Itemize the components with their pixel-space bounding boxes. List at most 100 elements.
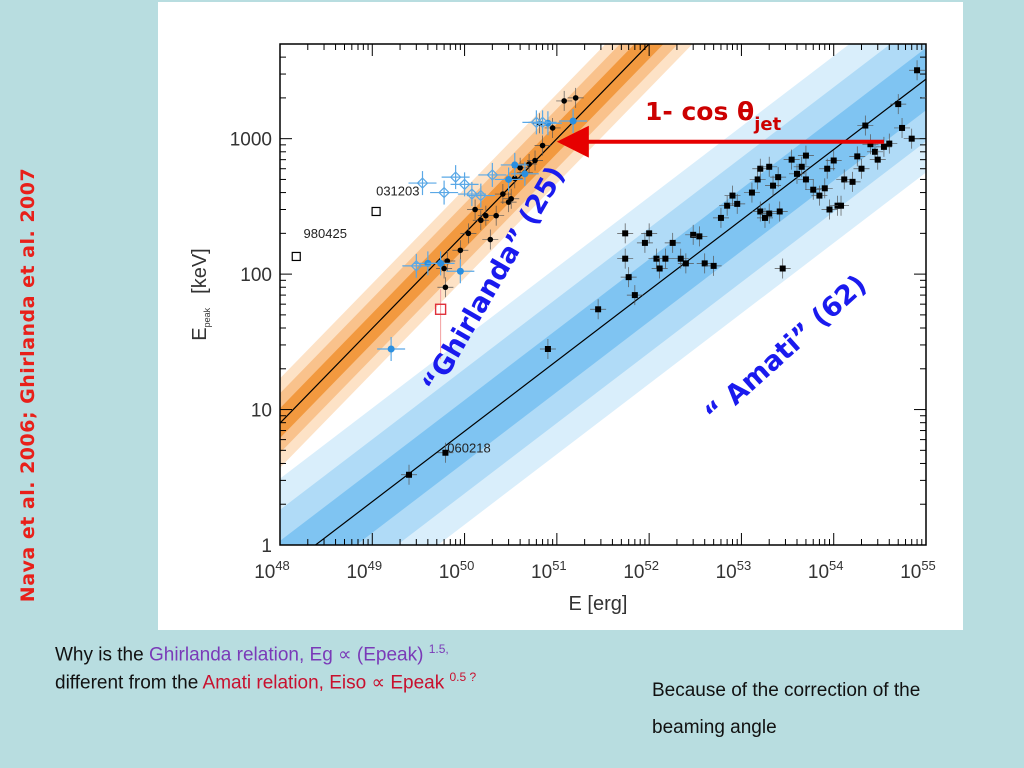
- amati-point: [927, 95, 933, 101]
- amati-point: [880, 143, 887, 150]
- upper-limit-point: [486, 169, 499, 181]
- grb-label-060218: 060218: [447, 441, 490, 456]
- ghirlanda-point: [444, 258, 451, 264]
- amati-point: [631, 292, 638, 299]
- amati-point: [729, 192, 736, 199]
- amati-point: [701, 260, 708, 267]
- amati-point: [838, 202, 845, 209]
- x-tick-label: 1053: [716, 558, 752, 583]
- grb-label-031203: 031203: [376, 184, 419, 199]
- x-tick-label: 1055: [900, 558, 936, 583]
- ghirlanda-relation-text: Ghirlanda relation, Eg ∝ (Epeak): [148, 644, 424, 666]
- ghirlanda-point: [532, 157, 538, 164]
- amati-point: [824, 165, 831, 172]
- ghirlanda-point: [442, 284, 449, 291]
- amati-point: [734, 200, 741, 207]
- upper-limit-point: [416, 177, 429, 189]
- y-tick-label: 100: [240, 265, 272, 286]
- question-line-1: Why is the Ghirlanda relation, Eg ∝ (Epe…: [55, 642, 449, 666]
- amati-point: [867, 141, 874, 148]
- ghirlanda-point: [539, 142, 546, 149]
- x-tick-label: 1054: [808, 558, 844, 583]
- upper-limit-point: [449, 171, 462, 183]
- ghirlanda-blue-point: [437, 259, 445, 267]
- amati-point: [798, 163, 805, 170]
- ghirlanda-point: [465, 230, 472, 237]
- amati-point: [717, 214, 724, 221]
- chart-svg: 1048 1049 1050 1051 1052 1053 1054 1055 1 10 100 10…: [189, 43, 936, 615]
- amati-point: [710, 262, 717, 269]
- ghirlanda-point: [493, 212, 499, 219]
- amati-point: [406, 471, 413, 478]
- outlier-point: [371, 206, 381, 217]
- ghirlanda-point: [441, 265, 447, 272]
- amati-point: [766, 210, 773, 217]
- jet-correction-arrow: 1- cos θjet: [556, 97, 884, 158]
- outlier-point: [291, 251, 301, 262]
- ghirlanda-band-fit-line: [280, 44, 650, 424]
- amati-relation-text: Amati relation, Eiso ∝ Epeak: [202, 672, 445, 694]
- red-point: [434, 303, 447, 315]
- amati-point: [696, 233, 703, 240]
- y-axis-label: Epeak[keV]: [189, 248, 212, 340]
- question-text-1: Why is the: [55, 644, 149, 666]
- data-points: [291, 60, 933, 485]
- amati-point: [830, 157, 837, 164]
- amati-point: [669, 239, 676, 246]
- amati-point: [622, 255, 629, 262]
- amati-point: [899, 124, 906, 131]
- question-text-2: different from the: [55, 672, 203, 694]
- amati-point: [754, 176, 761, 183]
- ghirlanda-point: [478, 217, 484, 224]
- error-bars: [441, 165, 470, 190]
- amati-point: [841, 176, 848, 183]
- amati-point: [788, 156, 795, 163]
- amati-point: [816, 192, 823, 199]
- upper-limit-point: [458, 178, 471, 191]
- x-tick-label: 1048: [254, 558, 290, 583]
- ghirlanda-point: [472, 206, 478, 213]
- amati-point: [625, 274, 632, 281]
- ghirlanda-point: [517, 164, 523, 171]
- upper-limit-point: [474, 189, 487, 202]
- error-bars: [408, 171, 437, 196]
- amati-point: [766, 163, 773, 170]
- amati-point: [914, 67, 921, 74]
- x-tick-label: 1051: [531, 558, 567, 583]
- side-caption: Nava et al. 2006; Ghirlanda et al. 2007: [17, 167, 39, 603]
- amati-point: [775, 174, 782, 181]
- y-tick-label: 1000: [230, 130, 272, 151]
- amati-point: [761, 214, 768, 221]
- amati-point: [776, 208, 783, 215]
- amati-point: [849, 178, 856, 185]
- amati-point: [682, 260, 689, 267]
- amati-point: [810, 186, 817, 193]
- amati-point: [895, 101, 902, 108]
- axis-ticks: [279, 43, 927, 546]
- ghirlanda-point: [549, 125, 556, 131]
- amati-point: [595, 306, 602, 313]
- ghirlanda-blue-point: [387, 345, 395, 353]
- ghirlanda-band-sigma-3: [280, 44, 693, 468]
- amati-point: [690, 231, 697, 238]
- x-tick-label: 1049: [346, 558, 382, 583]
- error-bars: [450, 172, 479, 197]
- amati-point: [757, 208, 764, 215]
- ghirlanda-point: [508, 195, 514, 202]
- amati-point: [854, 153, 861, 160]
- amati-band: [280, 44, 926, 545]
- amati-band-sigma-1: [280, 47, 926, 545]
- amati-point: [724, 202, 731, 209]
- ghirlanda-point: [457, 247, 464, 254]
- ghirlanda-blue-point: [521, 170, 529, 178]
- amati-point: [802, 152, 809, 159]
- ghirlanda-blue-point: [569, 117, 577, 125]
- y-tick-label: 10: [251, 401, 272, 422]
- amati-point: [442, 449, 449, 456]
- error-bars: [466, 183, 495, 208]
- ghirlanda-point: [500, 191, 506, 197]
- amati-point: [748, 189, 755, 196]
- question-line-2: different from the Amati relation, Eiso …: [55, 670, 476, 694]
- error-bars: [478, 162, 507, 187]
- ghirlanda-blue-point: [456, 267, 464, 275]
